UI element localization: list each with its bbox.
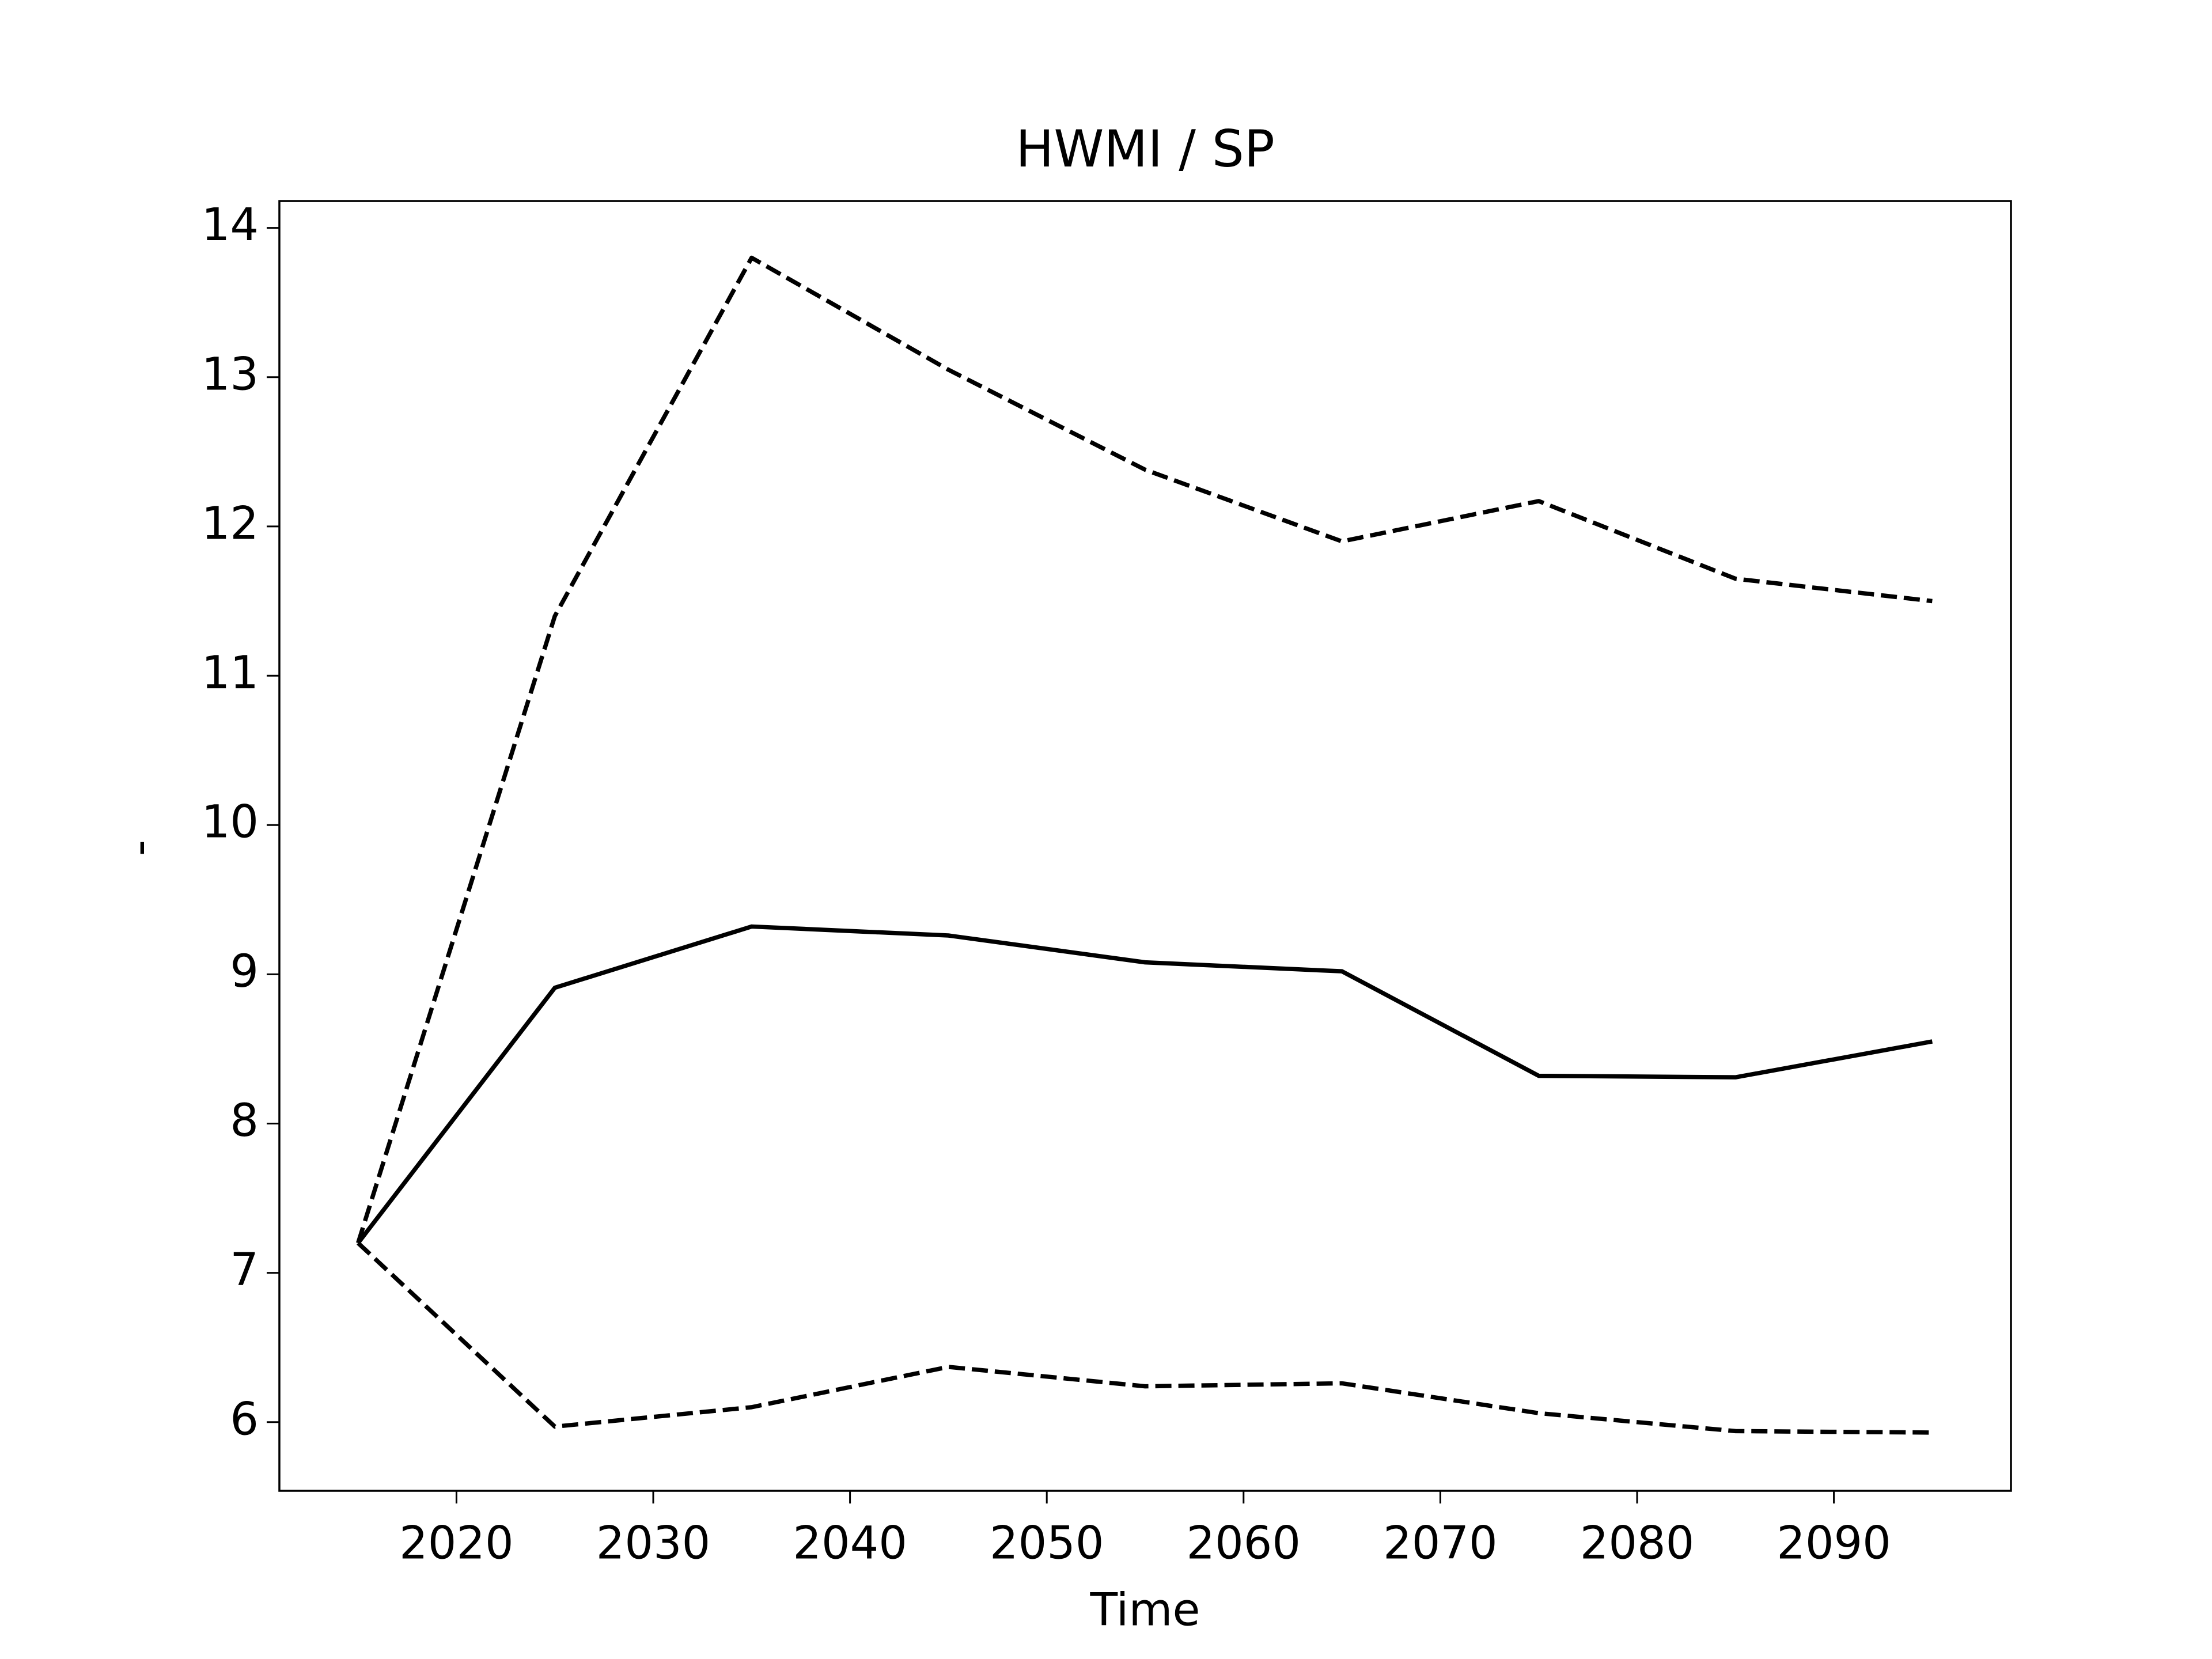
y-tick-label: 8 bbox=[230, 1095, 259, 1147]
y-tick-label: 7 bbox=[230, 1244, 259, 1296]
plot-frame bbox=[278, 200, 2012, 1492]
x-tick-label: 2080 bbox=[1580, 1517, 1695, 1569]
y-tick-label: 10 bbox=[202, 797, 259, 849]
x-tick-label: 2070 bbox=[1383, 1517, 1498, 1569]
y-tick-label: 14 bbox=[202, 199, 259, 251]
y-tick-label: 12 bbox=[202, 498, 259, 550]
y-axis-label: - bbox=[113, 840, 165, 856]
x-tick-label: 2050 bbox=[990, 1517, 1104, 1569]
x-tick-label: 2090 bbox=[1777, 1517, 1891, 1569]
x-tick-label: 2030 bbox=[596, 1517, 711, 1569]
x-tick-label: 2020 bbox=[399, 1517, 514, 1569]
x-tick-label: 2040 bbox=[793, 1517, 907, 1569]
series-line bbox=[357, 1241, 1933, 1435]
y-tick-label: 9 bbox=[230, 946, 259, 998]
series-line bbox=[356, 255, 1933, 1244]
y-tick-label: 11 bbox=[202, 647, 259, 699]
y-tick-label: 6 bbox=[230, 1393, 259, 1445]
chart-title: HWMI / SP bbox=[1016, 119, 1275, 179]
series-line bbox=[356, 924, 1933, 1245]
x-tick-label: 2060 bbox=[1187, 1517, 1301, 1569]
y-tick-label: 13 bbox=[202, 349, 259, 400]
x-axis-label: Time bbox=[1090, 1584, 1200, 1636]
